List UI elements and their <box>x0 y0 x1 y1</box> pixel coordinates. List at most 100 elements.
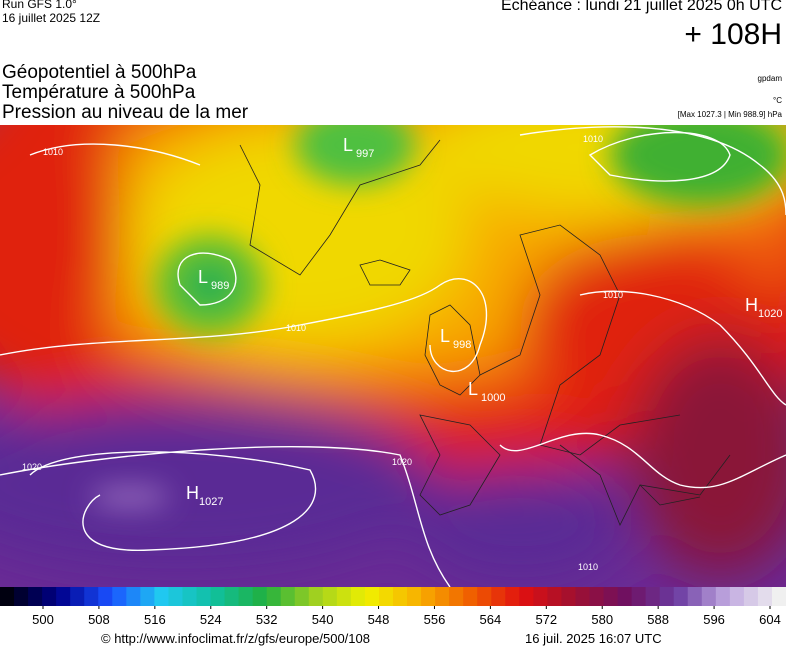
color-swatch <box>14 587 29 606</box>
color-swatch <box>491 587 506 606</box>
color-swatch <box>196 587 212 606</box>
isobar-label: 1010 <box>583 134 603 144</box>
color-swatch <box>280 587 296 606</box>
isobar-label: 1010 <box>43 147 63 157</box>
color-swatch <box>154 587 169 606</box>
unit: gpdam <box>757 74 782 83</box>
center-type: L <box>343 135 353 155</box>
color-swatch <box>140 587 155 606</box>
isobars <box>0 126 786 587</box>
colorbar: 500 508 516 524 532 540 548 556 564 572 580 588 596 6… <box>0 587 786 627</box>
color-swatch <box>182 587 197 606</box>
color-swatch <box>575 587 590 606</box>
color-swatch <box>322 587 338 606</box>
color-swatch <box>84 587 99 606</box>
coastlines <box>239 139 731 526</box>
color-swatch <box>28 587 43 606</box>
color-swatch <box>238 587 254 606</box>
color-swatch <box>0 587 15 606</box>
color-swatch <box>645 587 661 606</box>
isobar-label: 1020 <box>22 462 42 472</box>
center-value: 1020 <box>758 308 782 320</box>
color-swatch <box>687 587 703 606</box>
run: Run GFS 1.0° <box>2 0 77 11</box>
color-swatch <box>715 587 731 606</box>
color-swatch <box>729 587 745 606</box>
color-swatch <box>435 587 450 606</box>
center-value: 998 <box>453 339 471 351</box>
color-swatch <box>477 587 492 606</box>
run-date: 16 juillet 2025 12Z <box>2 11 101 25</box>
color-swatch <box>659 587 675 606</box>
color-swatch <box>70 587 85 606</box>
color-swatch <box>463 587 478 606</box>
center-type: H <box>186 483 199 503</box>
center-type: L <box>468 379 478 399</box>
tick-label: 516 <box>144 612 166 627</box>
timestamp: 16 juil. 2025 16:07 UTC <box>525 631 662 646</box>
tick-label: 524 <box>200 612 222 627</box>
color-swatch <box>589 587 605 606</box>
unit: °C <box>773 96 782 105</box>
color-swatch <box>126 587 141 606</box>
tick-label: 556 <box>424 612 446 627</box>
layer: Pression au niveau de la mer <box>2 102 249 123</box>
center-type: L <box>440 326 450 346</box>
color-swatch <box>350 587 366 606</box>
lead-time: + 108H <box>684 18 782 51</box>
color-swatch <box>617 587 633 606</box>
isobar-label: 1010 <box>603 290 623 300</box>
tick-label: 500 <box>32 612 54 627</box>
color-swatch <box>519 587 534 606</box>
layer: Température à 500hPa <box>2 82 196 103</box>
color-swatch <box>631 587 647 606</box>
tick-label: 548 <box>368 612 390 627</box>
layer: Géopotentiel à 500hPa <box>2 62 197 83</box>
field <box>0 125 786 587</box>
color-swatch <box>449 587 464 606</box>
tick-label: 588 <box>647 612 669 627</box>
color-swatch <box>673 587 689 606</box>
color-swatch <box>407 587 422 606</box>
isobar-label: 1010 <box>286 323 306 333</box>
color-swatch <box>547 587 562 606</box>
tick-label: 540 <box>312 612 334 627</box>
isobar-label: 1010 <box>578 562 598 572</box>
tick-label: 596 <box>703 612 725 627</box>
color-swatch <box>168 587 183 606</box>
center-value: 1000 <box>481 392 505 404</box>
tick-label: 532 <box>256 612 278 627</box>
color-swatch <box>252 587 268 606</box>
color-swatch <box>98 587 113 606</box>
center-value: 1027 <box>199 496 223 508</box>
color-swatch <box>294 587 310 606</box>
color-swatch <box>224 587 240 606</box>
color-swatch <box>393 587 408 606</box>
center-value: 989 <box>211 280 229 292</box>
color-swatch <box>112 587 127 606</box>
unit: [Max 1027.3 | Min 988.9] hPa <box>677 110 782 119</box>
color-swatch <box>771 587 786 606</box>
color-swatch <box>757 587 773 606</box>
color-swatch <box>561 587 576 606</box>
color-swatch <box>378 587 394 606</box>
color-swatch <box>336 587 352 606</box>
center-type: H <box>745 295 758 315</box>
tick-label: 580 <box>591 612 613 627</box>
color-swatch <box>42 587 57 606</box>
color-swatch <box>421 587 436 606</box>
color-swatch <box>505 587 520 606</box>
color-swatch <box>266 587 282 606</box>
source-url: © http://www.infoclimat.fr/z/gfs/europe/… <box>101 631 370 646</box>
color-swatch <box>603 587 619 606</box>
tick-label: 572 <box>535 612 557 627</box>
color-swatch <box>701 587 717 606</box>
center-value: 997 <box>356 148 374 160</box>
color-swatch <box>56 587 71 606</box>
tick-label: 564 <box>480 612 502 627</box>
tick-label: 508 <box>88 612 110 627</box>
color-swatch <box>210 587 226 606</box>
center-type: L <box>198 267 208 287</box>
